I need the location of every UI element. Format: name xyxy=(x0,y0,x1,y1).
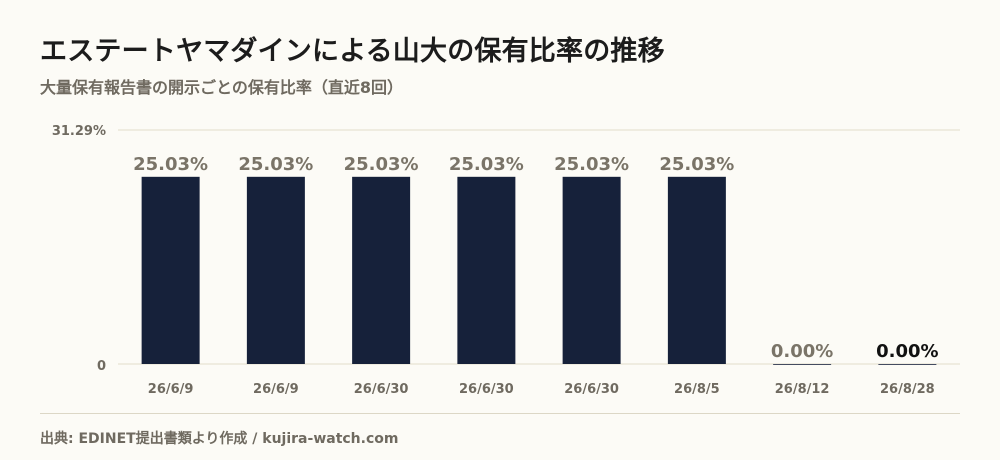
bar-7 xyxy=(773,364,832,365)
x-tick-label-3: 26/6/30 xyxy=(354,382,409,397)
data-label-6: 25.03% xyxy=(659,154,734,175)
y-tick-label-zero: 0 xyxy=(97,359,106,374)
x-tick-label-2: 26/6/9 xyxy=(253,382,299,397)
bar-6 xyxy=(667,176,726,364)
data-label-4: 25.03% xyxy=(449,154,524,175)
data-label-5: 25.03% xyxy=(554,154,629,175)
bar-8 xyxy=(878,364,937,365)
bar-4 xyxy=(457,176,516,364)
x-tick-label-8: 26/8/28 xyxy=(880,382,935,397)
x-tick-label-6: 26/8/5 xyxy=(674,382,720,397)
data-label-1: 25.03% xyxy=(133,154,208,175)
bar-3 xyxy=(352,176,411,364)
footer-divider xyxy=(40,413,960,414)
x-tick-label-7: 26/8/12 xyxy=(775,382,830,397)
data-label-3: 25.03% xyxy=(344,154,419,175)
x-tick-label-1: 26/6/9 xyxy=(148,382,194,397)
chart-title: エステートヤマダインによる山大の保有比率の推移 xyxy=(40,36,665,67)
chart-subtitle: 大量保有報告書の開示ごとの保有比率（直近8回） xyxy=(40,78,403,97)
data-label-8: 0.00% xyxy=(876,341,938,362)
bar-5 xyxy=(562,176,621,364)
bar-1 xyxy=(141,176,200,364)
source-note: 出典: EDINET提出書類より作成 / kujira-watch.com xyxy=(40,431,399,447)
data-label-2: 25.03% xyxy=(238,154,313,175)
y-tick-label-max: 31.29% xyxy=(52,124,106,139)
x-tick-label-4: 26/6/30 xyxy=(459,382,514,397)
bar-2 xyxy=(246,176,305,364)
x-tick-label-5: 26/6/30 xyxy=(564,382,619,397)
data-label-7: 0.00% xyxy=(771,341,833,362)
